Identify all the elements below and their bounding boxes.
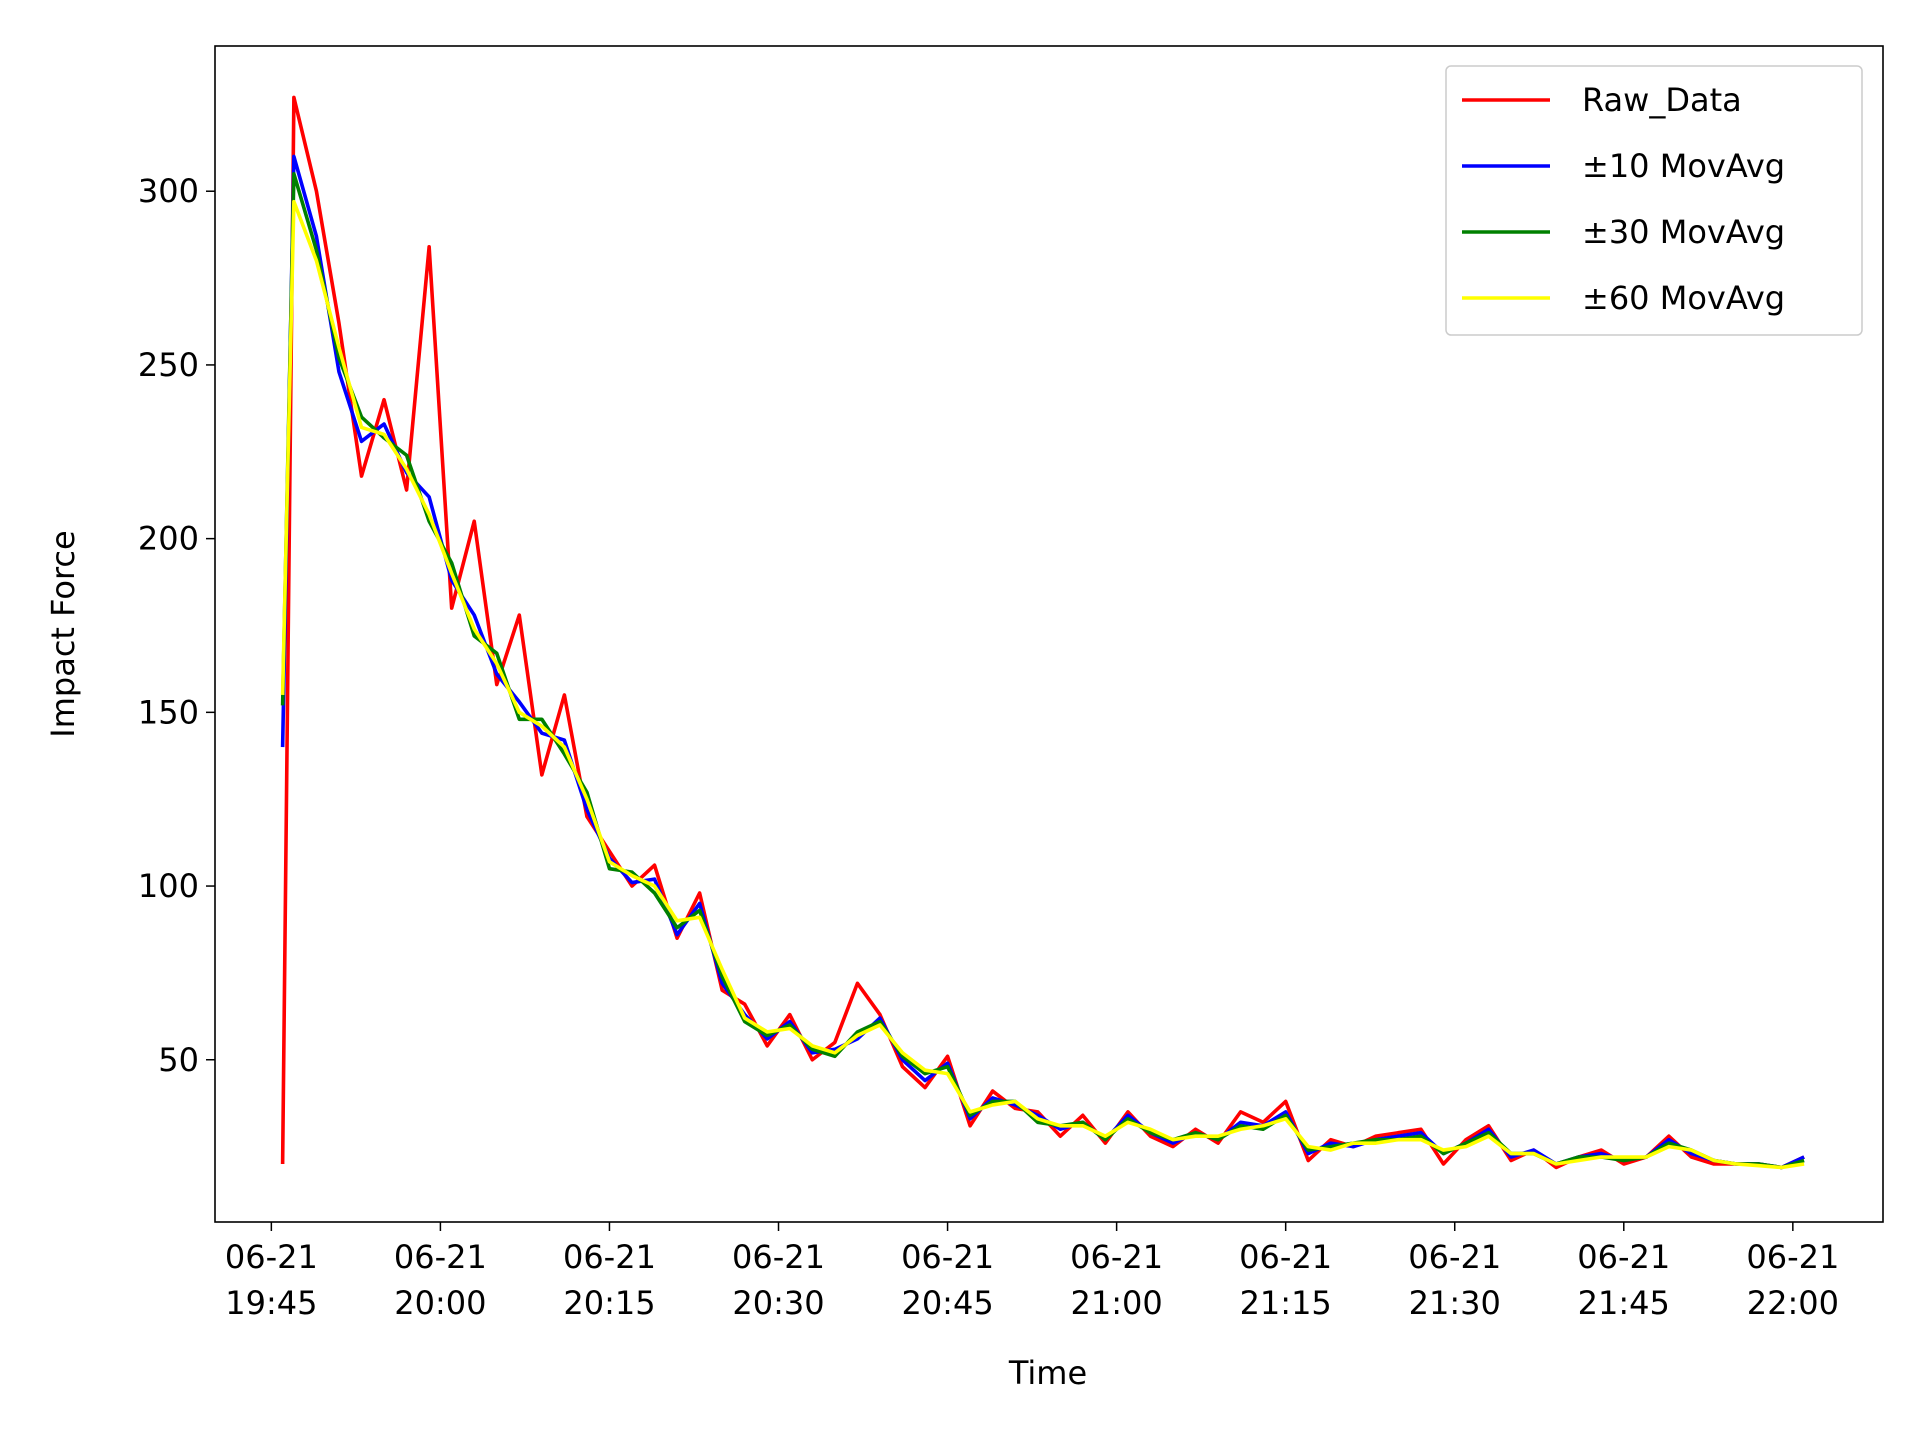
- x-tick-label-line: 06-21: [563, 1238, 656, 1276]
- y-tick-label: 100: [138, 867, 199, 905]
- x-tick-label: 06-21 21:30: [1408, 1238, 1501, 1322]
- x-tick-label-line: 06-21: [1577, 1238, 1670, 1276]
- legend-label: ±30 MovAvg: [1582, 213, 1785, 251]
- legend-label: Raw_Data: [1582, 81, 1742, 119]
- x-tick-label: 06-21 19:45: [225, 1238, 318, 1322]
- plot-frame: [214, 45, 1884, 1223]
- x-tick-label: 06-21 20:45: [901, 1238, 994, 1322]
- series-line: [280, 199, 1805, 1170]
- x-tick-label: 06-21 21:45: [1577, 1238, 1670, 1322]
- x-tick-label-line: 06-21: [1746, 1238, 1839, 1276]
- x-tick-label-line: 21:00: [1071, 1284, 1163, 1322]
- x-tick-label-line: 06-21: [394, 1238, 487, 1276]
- y-tick-label: 150: [138, 693, 199, 731]
- y-axis-label: Impact Force: [44, 530, 82, 737]
- x-tick-label: 06-21 20:30: [732, 1238, 825, 1322]
- x-tick-label-line: 21:15: [1240, 1284, 1332, 1322]
- legend-box: [1445, 65, 1863, 336]
- x-tick-label-line: 20:00: [394, 1284, 486, 1322]
- y-tick-label: 50: [158, 1041, 199, 1079]
- x-tick-label: 06-21 21:00: [1070, 1238, 1163, 1322]
- x-axis-label: Time: [1008, 1354, 1087, 1392]
- x-tick-label: 06-21 20:15: [563, 1238, 656, 1322]
- x-tick-label-line: 06-21: [732, 1238, 825, 1276]
- x-tick-label-line: 06-21: [1239, 1238, 1332, 1276]
- x-tick-label-line: 06-21: [1408, 1238, 1501, 1276]
- x-tick-label-line: 06-21: [225, 1238, 318, 1276]
- x-tick-label: 06-21 21:15: [1239, 1238, 1332, 1322]
- x-tick-label-line: 20:15: [563, 1284, 655, 1322]
- x-tick-label-line: 20:45: [901, 1284, 993, 1322]
- y-tick-label: 200: [138, 520, 199, 558]
- y-tick-label: 250: [138, 346, 199, 384]
- x-tick-label-line: 06-21: [901, 1238, 994, 1276]
- x-tick-label-line: 19:45: [225, 1284, 317, 1322]
- x-tick-label-line: 20:30: [732, 1284, 824, 1322]
- y-tick-label: 300: [138, 172, 199, 210]
- x-tick-label-line: 06-21: [1070, 1238, 1163, 1276]
- x-tick-label: 06-21 22:00: [1746, 1238, 1839, 1322]
- x-tick-label: 06-21 20:00: [394, 1238, 487, 1322]
- legend-label: ±60 MovAvg: [1582, 279, 1785, 317]
- legend: Raw_Data ±10 MovAvg ±30 MovAvg ±60 MovAvg: [1445, 65, 1863, 336]
- x-tick-label-line: 21:45: [1578, 1284, 1670, 1322]
- legend-label: ±10 MovAvg: [1582, 147, 1785, 185]
- x-tick-label-line: 21:30: [1409, 1284, 1501, 1322]
- x-tick-label-line: 22:00: [1747, 1284, 1839, 1322]
